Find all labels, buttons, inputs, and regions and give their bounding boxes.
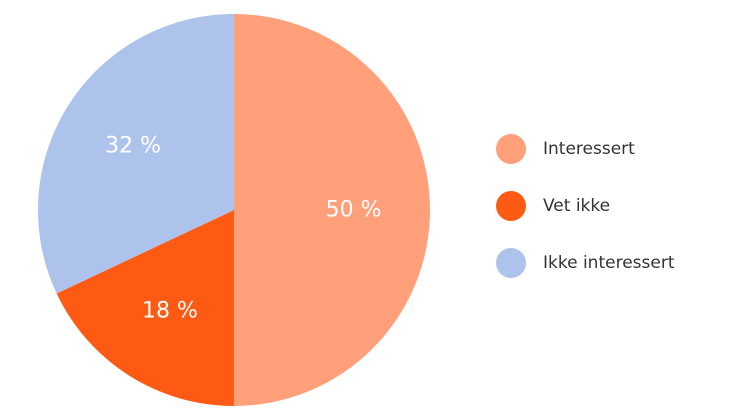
pie-slice-vet-ikke — [56, 210, 234, 406]
data-label-ikke-interessert: 32 % — [105, 133, 161, 158]
legend-item-interessert: Interessert — [496, 134, 736, 164]
legend-label-ikke-interessert: Ikke interessert — [543, 253, 675, 273]
data-label-interessert: 50 % — [326, 198, 382, 223]
legend-swatch-vet-ikke — [496, 191, 526, 221]
legend-item-vet-ikke: Vet ikke — [496, 191, 736, 221]
legend: Interessert Vet ikke Ikke interessert — [496, 134, 736, 305]
legend-label-vet-ikke: Vet ikke — [543, 196, 611, 216]
data-label-vet-ikke: 18 % — [142, 298, 198, 323]
legend-swatch-ikke-interessert — [496, 248, 526, 278]
legend-swatch-interessert — [496, 134, 526, 164]
legend-label-interessert: Interessert — [543, 139, 635, 159]
legend-item-ikke-interessert: Ikke interessert — [496, 248, 736, 278]
pie-slice-interessert — [234, 14, 430, 406]
pie-slice-ikke-interessert — [37, 14, 235, 294]
